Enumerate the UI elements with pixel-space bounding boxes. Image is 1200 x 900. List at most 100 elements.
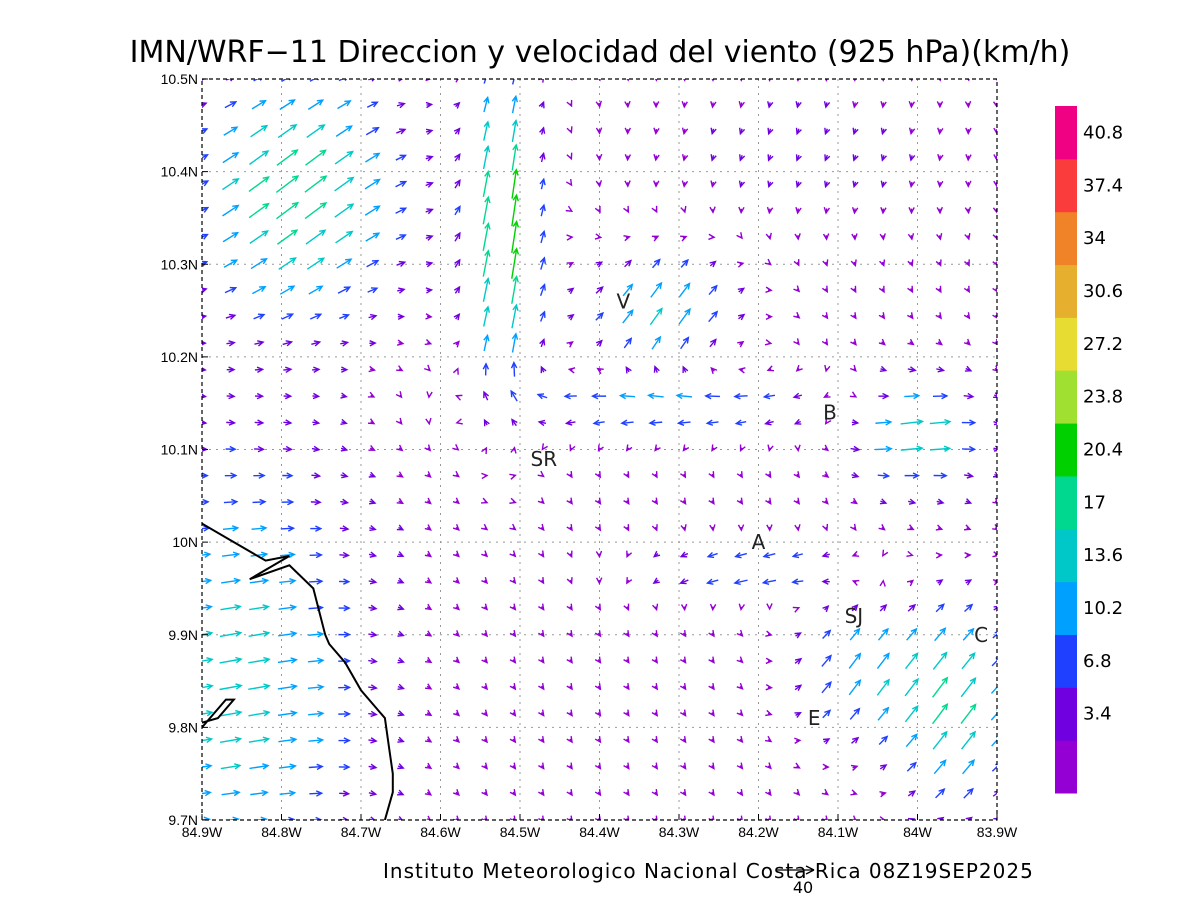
x-tick-label: 84.2W bbox=[738, 824, 779, 840]
wind-vector bbox=[395, 180, 408, 188]
wind-vector bbox=[509, 523, 517, 531]
wind-vector bbox=[711, 444, 718, 452]
wind-vector bbox=[338, 737, 351, 744]
wind-vector bbox=[509, 497, 517, 504]
coastline-segment bbox=[202, 698, 236, 729]
wind-vector bbox=[367, 391, 376, 398]
wind-vector bbox=[368, 313, 378, 321]
wind-vector bbox=[396, 497, 405, 505]
wind-vector bbox=[396, 128, 407, 135]
wind-vector bbox=[932, 392, 949, 400]
city-label: SJ bbox=[845, 604, 864, 628]
wind-vector bbox=[824, 180, 831, 189]
wind-vector bbox=[340, 418, 348, 426]
wind-vector bbox=[849, 627, 861, 641]
wind-vector bbox=[509, 473, 517, 480]
wind-vector bbox=[623, 205, 630, 214]
wind-vector bbox=[848, 678, 862, 696]
wind-vector bbox=[992, 790, 997, 797]
wind-vector bbox=[481, 815, 488, 820]
wind-vector bbox=[452, 789, 460, 797]
wind-vector bbox=[283, 392, 293, 400]
wind-vector bbox=[907, 312, 914, 320]
wind-vector bbox=[595, 577, 603, 585]
wind-vector bbox=[254, 419, 265, 426]
wind-vector bbox=[935, 285, 942, 294]
wind-vector bbox=[649, 307, 663, 326]
wind-vector bbox=[646, 392, 664, 400]
wind-vector bbox=[851, 604, 859, 612]
wind-vector bbox=[679, 656, 687, 664]
wind-vector bbox=[425, 128, 434, 135]
wind-vector bbox=[851, 233, 858, 241]
wind-vector bbox=[682, 444, 690, 452]
wind-vector bbox=[736, 709, 744, 717]
wind-vector bbox=[511, 79, 515, 85]
wind-vector bbox=[765, 313, 773, 320]
wind-vector bbox=[653, 365, 660, 373]
wind-vector bbox=[368, 79, 376, 82]
wind-vector bbox=[708, 736, 715, 744]
wind-vector bbox=[679, 683, 687, 691]
wind-vector bbox=[424, 550, 433, 558]
wind-vector bbox=[851, 472, 860, 479]
reference-vector: 40 bbox=[776, 865, 815, 897]
wind-vector bbox=[424, 683, 433, 690]
wind-vector bbox=[219, 656, 243, 664]
wind-vector bbox=[425, 261, 434, 268]
wind-vector bbox=[991, 657, 997, 667]
wind-vector bbox=[708, 310, 719, 323]
colorbar-segment bbox=[1055, 370, 1077, 424]
wind-vector bbox=[793, 471, 801, 479]
wind-vector bbox=[312, 366, 321, 374]
wind-vector bbox=[849, 391, 858, 398]
wind-vector bbox=[680, 336, 690, 350]
wind-vector bbox=[368, 790, 378, 797]
wind-vector bbox=[680, 258, 689, 268]
colorbar-segment bbox=[1055, 581, 1077, 635]
wind-vector bbox=[538, 709, 545, 717]
wind-vector bbox=[964, 579, 973, 586]
wind-vector bbox=[482, 195, 491, 225]
wind-vector bbox=[368, 737, 378, 744]
wind-vector bbox=[453, 340, 460, 348]
wind-vector bbox=[791, 578, 804, 585]
wind-vector bbox=[964, 100, 972, 109]
colorbar-segment bbox=[1055, 211, 1077, 266]
wind-vector bbox=[594, 603, 602, 612]
x-tick-label: 84.8W bbox=[261, 824, 302, 840]
wind-vector bbox=[511, 118, 519, 143]
wind-vector bbox=[961, 445, 977, 453]
wind-vector bbox=[220, 763, 242, 770]
wind-vector bbox=[623, 683, 630, 691]
wind-vector bbox=[425, 208, 434, 215]
wind-vector bbox=[226, 419, 237, 426]
wind-vector bbox=[368, 657, 378, 665]
wind-vector bbox=[879, 816, 886, 820]
wind-vector bbox=[876, 678, 890, 696]
wind-vector bbox=[907, 366, 917, 373]
wind-vector bbox=[734, 552, 748, 559]
wind-vector bbox=[395, 207, 408, 214]
wind-vector bbox=[653, 180, 660, 188]
wind-vector bbox=[220, 604, 242, 611]
wind-vector bbox=[452, 497, 460, 505]
colorbar-segment bbox=[1055, 740, 1077, 794]
wind-vector bbox=[566, 815, 573, 820]
wind-vector bbox=[900, 418, 925, 426]
wind-vector bbox=[850, 764, 859, 771]
wind-vector bbox=[482, 249, 491, 277]
wind-vector bbox=[624, 154, 632, 162]
wind-vector bbox=[934, 627, 947, 642]
wind-vector bbox=[874, 445, 893, 453]
wind-vector bbox=[936, 366, 946, 373]
wind-vector bbox=[310, 525, 323, 532]
wind-vector bbox=[710, 127, 717, 136]
wind-vector bbox=[681, 101, 688, 109]
wind-vector bbox=[907, 233, 915, 241]
wind-vector bbox=[710, 180, 717, 188]
wind-vector bbox=[219, 683, 243, 691]
wind-vector bbox=[397, 313, 406, 321]
wind-vector bbox=[960, 703, 977, 725]
wind-vector bbox=[909, 154, 916, 162]
